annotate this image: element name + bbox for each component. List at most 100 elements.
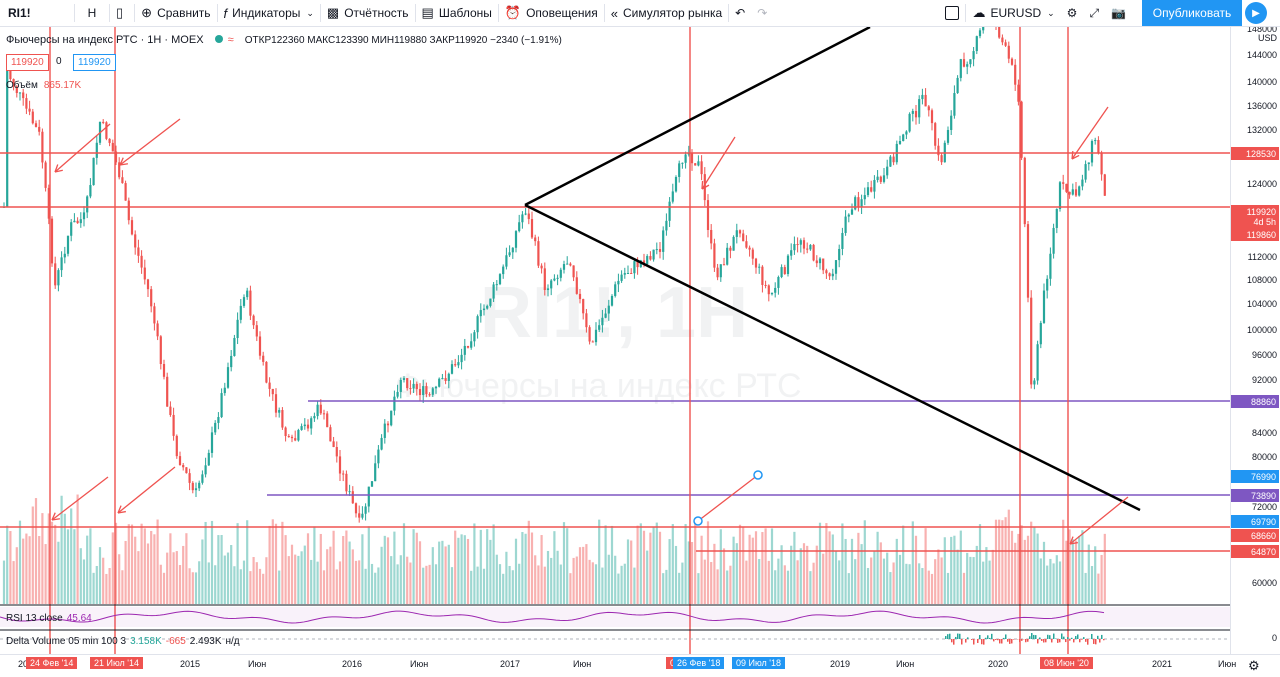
price-chart[interactable] xyxy=(0,27,1230,654)
volume-bar xyxy=(694,522,696,604)
volume-bar xyxy=(617,574,619,604)
dv-bar xyxy=(1051,639,1053,642)
templates-button[interactable]: ▤Шаблоны xyxy=(416,0,498,26)
volume-bar xyxy=(611,526,613,604)
volume-bar xyxy=(822,554,824,604)
ask-box[interactable]: 119920 xyxy=(73,54,116,71)
chart-pane[interactable]: RI1!, 1H Фьючерсы на индекс РТС xyxy=(0,27,1230,654)
screenshot-button[interactable]: 📷 xyxy=(1105,0,1132,26)
publish-button[interactable]: Опубликовать xyxy=(1142,0,1242,26)
volume-bar xyxy=(189,568,191,604)
symbol-search[interactable]: RI1! xyxy=(0,0,74,26)
alerts-button[interactable]: ⏰Оповещения xyxy=(499,0,604,26)
volume-bar xyxy=(205,522,207,604)
candle-body xyxy=(134,234,136,247)
layout-button[interactable] xyxy=(939,0,965,26)
chart-type-button[interactable]: ▯ xyxy=(110,0,134,26)
price-tick: 124000 xyxy=(1247,179,1277,189)
volume-bar xyxy=(739,525,741,604)
candle-body xyxy=(1075,189,1077,195)
candle-body xyxy=(697,161,699,165)
candle-body xyxy=(1091,141,1093,162)
volume-bar xyxy=(137,551,139,604)
gear-icon: ⚙ xyxy=(1067,6,1078,20)
arrow-line[interactable] xyxy=(1072,107,1108,159)
arrow-line[interactable] xyxy=(1070,497,1128,544)
volume-bar xyxy=(297,556,299,604)
candle-body xyxy=(192,483,194,490)
volume-bar xyxy=(713,544,715,604)
volume-bar xyxy=(889,572,891,604)
candle-body xyxy=(419,389,421,395)
fullscreen-button[interactable]: ⤢ xyxy=(1083,0,1105,26)
compare-button[interactable]: ⊕Сравнить xyxy=(135,0,216,26)
price-tick: 140000 xyxy=(1247,77,1277,87)
volume-bar xyxy=(1056,555,1058,604)
bid-box[interactable]: 119920 xyxy=(6,54,49,71)
replay-label: Симулятор рынка xyxy=(623,6,722,20)
price-label: 4d 5h xyxy=(1231,215,1279,228)
volume-bar xyxy=(489,540,491,604)
candle-body xyxy=(294,438,296,440)
price-tick: 108000 xyxy=(1247,275,1277,285)
candle-body xyxy=(1008,46,1010,59)
volume-bar xyxy=(1027,536,1029,604)
interval-button[interactable]: H xyxy=(75,0,109,26)
dv-bar xyxy=(955,637,957,639)
eye-icon[interactable]: ≈ xyxy=(228,34,234,46)
volume-bar xyxy=(966,553,968,604)
volume-bar xyxy=(669,539,671,604)
volume-bar xyxy=(451,567,453,604)
play-icon: ▶ xyxy=(1252,8,1260,19)
volume-bar xyxy=(96,566,98,604)
candle-body xyxy=(598,325,600,330)
candle-body xyxy=(470,341,472,347)
candle-body xyxy=(649,256,651,260)
candle-body xyxy=(253,316,255,325)
arrow-line[interactable] xyxy=(55,124,110,172)
candle-body xyxy=(525,214,527,215)
volume-bar xyxy=(576,557,578,604)
measure-line[interactable] xyxy=(698,475,758,521)
arrow-line[interactable] xyxy=(118,467,175,513)
arrow-line[interactable] xyxy=(120,119,180,165)
anchor-handle[interactable] xyxy=(754,471,762,479)
dv-bar xyxy=(957,634,959,639)
volume-bar xyxy=(483,569,485,604)
volume-bar xyxy=(515,539,517,604)
arrow-line[interactable] xyxy=(702,137,735,189)
axis-settings-gear-icon[interactable]: ⚙ xyxy=(1248,658,1260,674)
price-tick: 100000 xyxy=(1247,325,1277,335)
candle-body xyxy=(681,163,683,164)
trend-line-lower[interactable] xyxy=(525,205,1140,510)
financials-button[interactable]: ▩Отчётность xyxy=(321,0,415,26)
undo-button[interactable]: ↶ xyxy=(729,0,751,26)
ticker-search[interactable]: ☁EURUSD⌄ xyxy=(966,0,1060,26)
candle-body xyxy=(278,410,280,413)
candle-body xyxy=(141,256,143,268)
play-button[interactable]: ▶ xyxy=(1245,2,1267,24)
candle-body xyxy=(889,157,891,167)
candle-body xyxy=(947,130,949,143)
volume-bar xyxy=(70,508,72,604)
redo-button[interactable]: ↷ xyxy=(751,0,773,26)
anchor-handle[interactable] xyxy=(694,517,702,525)
candle-body xyxy=(1088,163,1090,165)
candle-body xyxy=(877,177,879,180)
settings-button[interactable]: ⚙ xyxy=(1061,0,1084,26)
dv-bar xyxy=(1053,634,1055,639)
candle-body xyxy=(377,450,379,464)
trend-line-upper[interactable] xyxy=(525,27,870,205)
volume-bar xyxy=(160,565,162,604)
volume-bar xyxy=(304,546,306,604)
volume-bar xyxy=(704,560,706,604)
replay-button[interactable]: «Симулятор рынка xyxy=(605,0,728,26)
dv-bar xyxy=(981,639,983,644)
candle-body xyxy=(912,111,914,114)
arrow-line[interactable] xyxy=(52,477,108,520)
volume-bar xyxy=(131,525,133,604)
volume-bar xyxy=(291,545,293,604)
